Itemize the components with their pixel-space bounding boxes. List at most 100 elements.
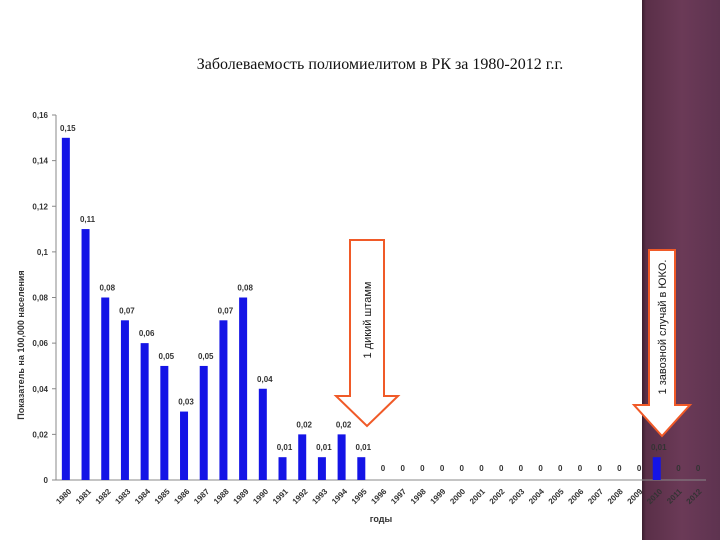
bar-1982 [101,297,110,480]
slide-title: Заболеваемость полиомиелитом в РК за 198… [196,56,564,73]
data-label-1984: 0,06 [139,329,155,338]
data-label-2005: 0 [558,464,563,473]
x-tick-label-1989: 1989 [232,487,251,506]
data-label-2010: 0,01 [651,443,667,452]
data-label-1991: 0,01 [277,443,293,452]
x-tick-label-1992: 1992 [291,487,310,506]
data-label-1985: 0,05 [159,352,175,361]
y-axis-ticks: 0 0,02 0,04 0,06 0,08 0,1 0,12 0,14 0,16 [32,111,56,485]
x-tick-label-1982: 1982 [94,487,113,506]
bar-1993 [317,457,326,480]
x-tick-label-1997: 1997 [389,487,408,506]
bar-1991 [278,457,287,480]
y-tick-label: 0,14 [32,157,48,166]
data-label-1982: 0,08 [99,284,115,293]
bar-1989 [239,297,248,480]
x-tick-label-2011: 2011 [665,487,684,506]
x-tick-label-2010: 2010 [645,487,664,506]
x-tick-label-1986: 1986 [172,487,191,506]
y-tick-label: 0,04 [32,385,48,394]
x-tick-label-2006: 2006 [566,487,585,506]
x-tick-label-2009: 2009 [626,487,645,506]
data-label-1981: 0,11 [80,215,96,224]
x-tick-label-1993: 1993 [310,487,329,506]
x-tick-label-1984: 1984 [133,487,152,506]
x-tick-label-2005: 2005 [547,487,566,506]
y-axis-label: Показатель на 100,000 населения [16,270,26,419]
data-label-1987: 0,05 [198,352,214,361]
data-label-1983: 0,07 [119,306,135,315]
data-label-1994: 0,02 [336,420,352,429]
data-label-1988: 0,07 [218,306,234,315]
data-label-2007: 0 [597,464,602,473]
bar-1990 [258,388,267,480]
annotation-arrow-wild-strain [333,239,401,428]
x-tick-label-2003: 2003 [507,487,526,506]
data-label-2009: 0 [637,464,642,473]
y-tick-label: 0,08 [32,294,48,303]
data-label-1992: 0,02 [296,420,312,429]
bar-1984 [140,343,149,480]
bar-1987 [199,365,208,480]
y-tick-label: 0,06 [32,339,48,348]
x-tick-label-1988: 1988 [212,487,231,506]
data-label-1999: 0 [440,464,445,473]
annotation-wild-strain: 1 дикий штамм [333,239,401,428]
x-tick-label-1981: 1981 [74,487,93,506]
x-axis-label: годы [370,514,393,524]
data-labels: 0,15 0,11 0,08 0,07 0,06 0,05 0,03 0,05 0,07 0,08… [60,124,701,473]
x-tick-label-1996: 1996 [369,487,388,506]
bar-2010 [652,457,661,480]
data-label-2004: 0 [538,464,543,473]
x-tick-label-2007: 2007 [586,487,605,506]
y-tick-label: 0 [44,476,49,485]
data-label-1989: 0,08 [237,284,253,293]
x-tick-label-1998: 1998 [409,487,428,506]
x-tick-label-1983: 1983 [113,487,132,506]
bar-1992 [298,434,307,480]
data-label-2002: 0 [499,464,504,473]
bar-1981 [81,229,90,480]
bar-1983 [120,320,129,480]
x-tick-label-1980: 1980 [54,487,73,506]
x-axis-ticks: 1980 1981 1982 1983 1984 1985 1986 1987 1988 1989… [54,487,704,506]
x-tick-label-1995: 1995 [350,487,369,506]
data-label-1996: 0 [381,464,386,473]
annotation-arrow-imported-case [631,249,693,438]
x-tick-label-2004: 2004 [527,487,546,506]
annotation-imported-case: 1 завозной случай в ЮКО. [631,249,693,438]
annotation-text-imported-case: 1 завозной случай в ЮКО. [657,260,669,395]
bar-series [61,137,661,480]
y-tick-label: 0,02 [32,430,48,439]
x-tick-label-2000: 2000 [448,487,467,506]
data-label-2001: 0 [479,464,484,473]
data-label-2000: 0 [460,464,465,473]
data-label-2003: 0 [519,464,524,473]
bar-1995 [357,457,366,480]
bar-1988 [219,320,228,480]
data-label-1993: 0,01 [316,443,332,452]
data-label-1990: 0,04 [257,375,273,384]
y-tick-label: 0,12 [32,202,48,211]
data-label-1995: 0,01 [356,443,372,452]
data-label-1997: 0 [400,464,405,473]
x-tick-label-2001: 2001 [468,487,487,506]
data-label-2012: 0 [696,464,701,473]
x-tick-label-1990: 1990 [251,487,270,506]
data-label-1998: 0 [420,464,425,473]
x-tick-label-1991: 1991 [271,487,290,506]
y-tick-label: 0,1 [37,248,49,257]
data-label-2006: 0 [578,464,583,473]
x-tick-label-2002: 2002 [488,487,507,506]
data-label-2008: 0 [617,464,622,473]
x-tick-label-2008: 2008 [606,487,625,506]
data-label-2011: 0 [676,464,681,473]
bar-1986 [180,411,189,480]
x-tick-label-1999: 1999 [429,487,448,506]
bar-1985 [160,365,169,480]
y-tick-label: 0,16 [32,111,48,120]
data-label-1980: 0,15 [60,124,76,133]
x-tick-label-1987: 1987 [192,487,211,506]
